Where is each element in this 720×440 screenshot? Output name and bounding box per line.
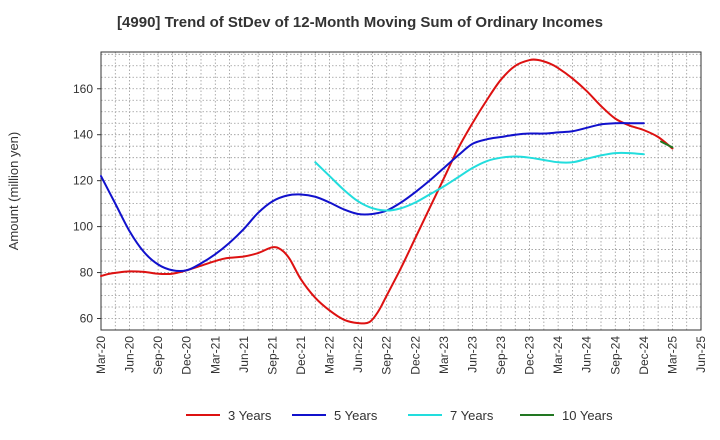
x-tick-label: Dec-20 [180,336,194,375]
x-tick-label: Sep-22 [380,336,394,375]
legend-swatch-5-years [292,414,326,416]
x-tick-label: Mar-21 [208,336,222,374]
x-tick-label: Sep-24 [608,336,622,375]
series-line-10-years [660,140,674,149]
x-tick-label: Dec-23 [523,336,537,375]
x-tick-label: Jun-20 [123,336,137,373]
x-tick-label: Sep-23 [494,336,508,375]
x-tick-label: Sep-20 [151,336,165,375]
legend-swatch-3-years [186,414,220,416]
plot-frame [100,51,702,331]
x-tick-label: Jun-21 [237,336,251,373]
legend-item-3-years: 3 Years [186,404,271,426]
legend-swatch-7-years [408,414,442,416]
legend-label-3-years: 3 Years [228,407,272,423]
legend-item-7-years: 7 Years [408,404,493,426]
legend-item-10-years: 10 Years [520,404,613,426]
series-line-7-years [314,151,645,212]
x-tick-label: Dec-21 [294,336,308,375]
x-tick-label: Mar-22 [323,336,337,374]
legend: 3 Years 5 Years 7 Years 10 Years [0,404,720,426]
legend-label-5-years: 5 Years [334,407,378,423]
y-tick-label: 100 [73,220,93,234]
y-tick-label: 160 [73,82,93,96]
legend-label-7-years: 7 Years [450,407,494,423]
x-tick-label: Jun-24 [580,336,594,373]
x-tick-label: Mar-24 [551,336,565,374]
y-tick-label: 60 [80,312,94,326]
y-tick-label: 140 [73,128,93,142]
y-axis-label: Amount (million yen) [6,132,21,251]
x-tick-label: Mar-25 [665,336,679,374]
x-tick-label: Jun-25 [694,336,708,373]
y-tick-label: 80 [80,266,94,280]
legend-label-10-years: 10 Years [562,407,613,423]
x-tick-label: Mar-20 [94,336,108,374]
x-tick-label: Sep-21 [265,336,279,375]
x-tick-label: Jun-23 [465,336,479,373]
chart-title: [4990] Trend of StDev of 12-Month Moving… [117,14,603,31]
y-tick-label: 120 [73,174,93,188]
x-tick-label: Jun-22 [351,336,365,373]
legend-item-5-years: 5 Years [292,404,377,426]
legend-swatch-10-years [520,414,554,416]
x-tick-label: Dec-24 [637,336,651,375]
x-tick-label: Dec-22 [408,336,422,375]
series-line-5-years [100,122,645,273]
x-tick-label: Mar-23 [437,336,451,374]
